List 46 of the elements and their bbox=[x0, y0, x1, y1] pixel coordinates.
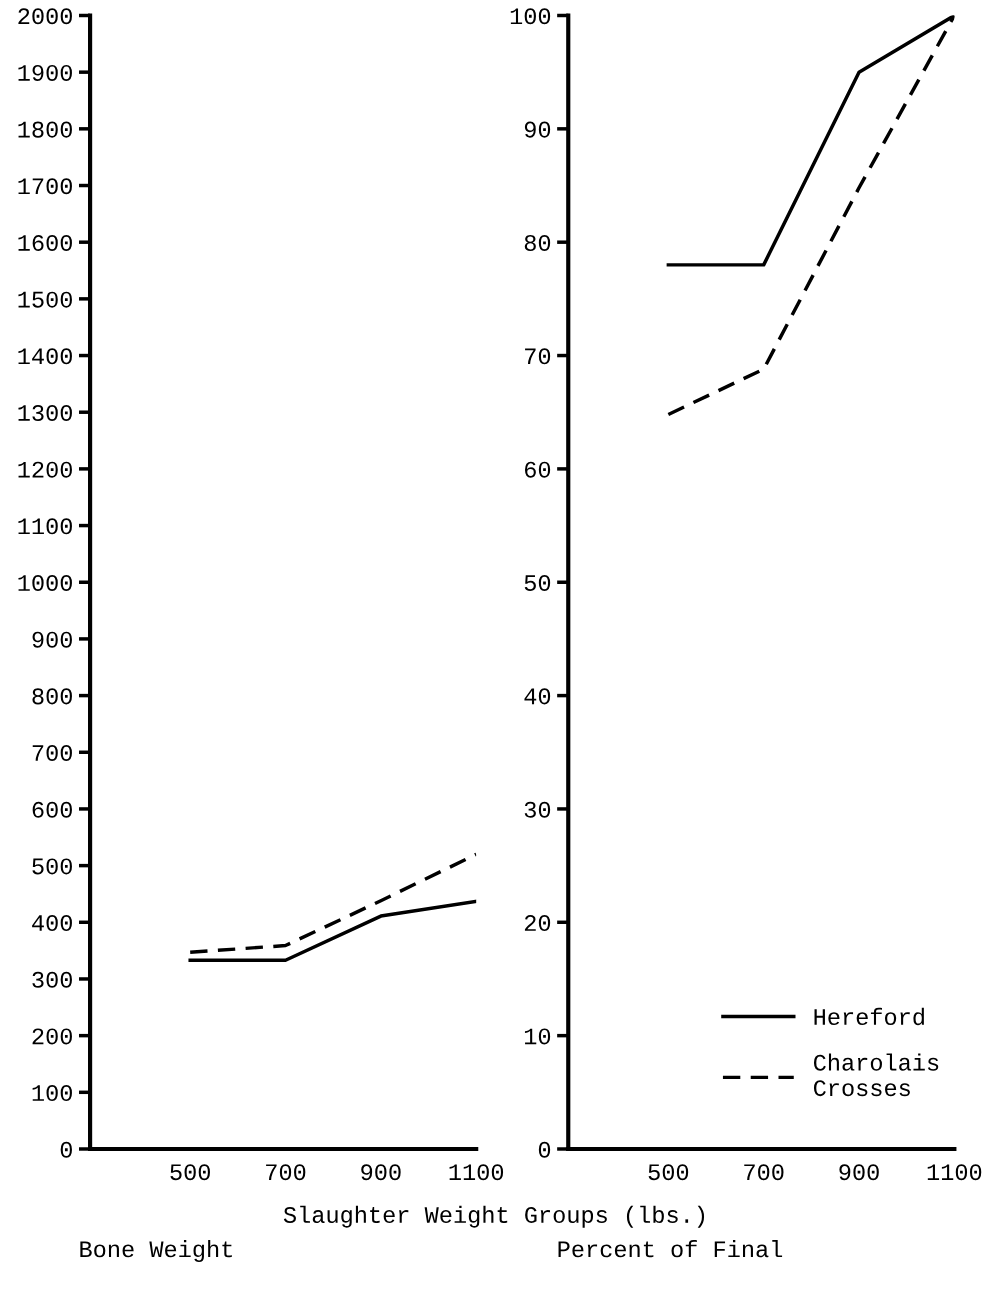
y-tick-label: 1600 bbox=[18, 234, 72, 251]
y-tick-label: 300 bbox=[32, 971, 72, 988]
legend-label: Charolais Crosses bbox=[813, 1053, 939, 1097]
x-tick-label: 500 bbox=[170, 1164, 210, 1181]
x-tick-label: 1100 bbox=[927, 1164, 982, 1181]
x-tick-label: 700 bbox=[744, 1164, 784, 1181]
y-tick-label: 0 bbox=[538, 1141, 551, 1158]
y-tick-label: 200 bbox=[32, 1028, 72, 1045]
y-tick-label: 1200 bbox=[18, 461, 72, 478]
y-tick-label: 80 bbox=[524, 234, 551, 251]
x-axis-title: Slaughter Weight Groups (lbs.) bbox=[283, 1205, 705, 1228]
y-tick-label: 90 bbox=[524, 121, 551, 138]
x-tick-label: 900 bbox=[839, 1164, 879, 1181]
x-tick-label: 900 bbox=[361, 1164, 401, 1181]
y-tick-label: 600 bbox=[32, 801, 72, 818]
y-tick-label: 70 bbox=[525, 348, 551, 365]
y-tick-label: 1800 bbox=[18, 121, 72, 138]
y-tick-label: 1300 bbox=[18, 404, 72, 421]
y-tick-label: 800 bbox=[32, 688, 72, 705]
x-tick-label: 1100 bbox=[449, 1164, 504, 1181]
text: Bone Weight bbox=[80, 1240, 232, 1262]
y-tick-label: 10 bbox=[524, 1028, 551, 1045]
y-tick-label: 30 bbox=[524, 801, 551, 818]
y-tick-label: 1700 bbox=[18, 178, 72, 195]
x-tick-label: 500 bbox=[648, 1164, 689, 1181]
y-tick-label: 1900 bbox=[18, 64, 72, 81]
y-tick-label: 1100 bbox=[18, 518, 72, 535]
y-tick-label: 60 bbox=[524, 461, 551, 478]
x-tick-label: 700 bbox=[266, 1164, 306, 1181]
y-tick-label: 2000 bbox=[18, 8, 72, 25]
y-tick-label: 500 bbox=[32, 858, 72, 875]
y-tick-label: 400 bbox=[32, 915, 72, 932]
y-tick-label: 1000 bbox=[18, 575, 72, 592]
y-tick-label: 40 bbox=[524, 688, 551, 705]
line-series bbox=[188, 852, 477, 955]
y-tick-label: 1400 bbox=[18, 348, 72, 365]
y-tick-label: 900 bbox=[32, 631, 72, 648]
y-tick-label: 700 bbox=[32, 745, 72, 762]
y-tick-label: 50 bbox=[524, 575, 551, 592]
y-tick-label: 100 bbox=[32, 1085, 72, 1102]
y-tick-label: 100 bbox=[510, 8, 551, 25]
y-tick-label: 1500 bbox=[18, 291, 72, 308]
y-tick-label: 0 bbox=[60, 1141, 72, 1158]
legend-label: Hereford bbox=[814, 1007, 924, 1026]
text: Percent of Final bbox=[558, 1240, 783, 1258]
y-tick-label: 20 bbox=[524, 915, 551, 932]
